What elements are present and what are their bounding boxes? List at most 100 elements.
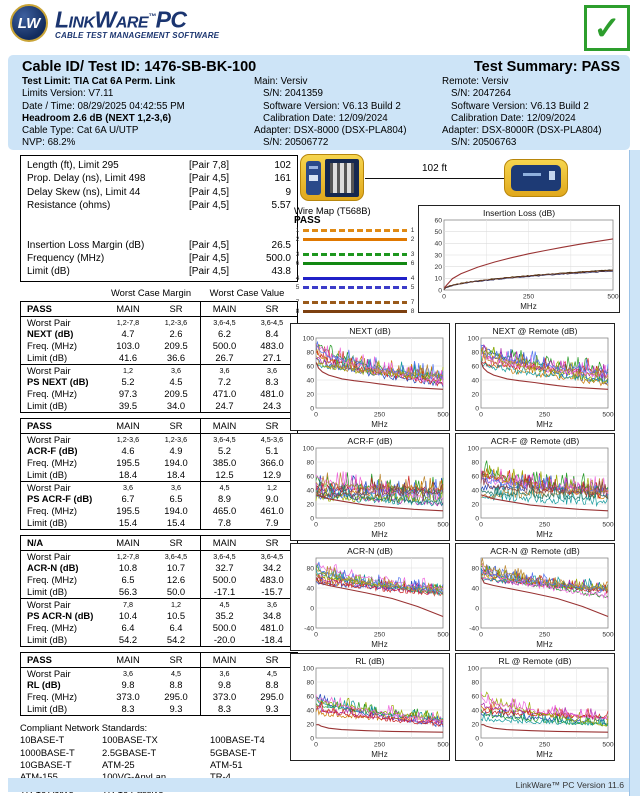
- device-keypad: [306, 161, 321, 195]
- svg-text:500: 500: [602, 632, 614, 639]
- cell-value: 39.5: [118, 400, 138, 412]
- svg-text:100: 100: [468, 335, 480, 342]
- column-header: MAIN: [200, 418, 248, 433]
- cell-value: 195.5: [116, 505, 140, 517]
- svg-text:250: 250: [539, 632, 551, 639]
- info-line: Cable Type: Cat 6A U/UTP: [22, 125, 139, 137]
- data-row: PS NEXT (dB) 5.2 4.5 7.2 8.3: [21, 375, 297, 388]
- pin-number: 6: [295, 260, 300, 267]
- svg-text:0: 0: [310, 515, 314, 522]
- pin-number: 4: [410, 275, 415, 282]
- svg-text:-40: -40: [304, 625, 314, 632]
- row-value: 9: [285, 186, 291, 198]
- cell-value: 24.3: [262, 400, 282, 412]
- cell-value: 500.0: [200, 339, 248, 352]
- cell-value: 6.5: [169, 493, 183, 505]
- remote-unit-info: Remote: Versiv S/N: 2047264 Software Versi…: [442, 76, 620, 150]
- svg-text:0: 0: [479, 742, 483, 749]
- svg-text:100: 100: [303, 445, 315, 452]
- svg-text:40: 40: [434, 241, 442, 248]
- standard-name: 100VG-AnyLan: [102, 771, 167, 783]
- pair-value: 3,6: [267, 599, 277, 609]
- row-label: Limit (dB): [27, 703, 68, 715]
- svg-text:ACR-N @ Remote (dB): ACR-N @ Remote (dB): [490, 546, 580, 556]
- footer-bar: LinkWare™ PC Version 11.6: [8, 778, 630, 792]
- row-label: ACR-F (dB): [27, 445, 78, 457]
- row-label: Limit (dB): [27, 634, 68, 646]
- pair-value: 1,2-3,6: [164, 434, 188, 444]
- acr-n-remote-chart: -40 0 40 80 0 250 500 MHz ACR-N @ Remote (dB): [455, 543, 615, 651]
- table-header-row: PASS MAIN SR MAIN SR: [21, 301, 297, 316]
- svg-text:-40: -40: [469, 625, 479, 632]
- main-tester-device: [300, 154, 364, 201]
- cell-value: 385.0: [200, 456, 248, 469]
- info-line: Test Limit: TIA Cat 6A Perm. Link: [22, 76, 176, 87]
- solid-wire-line: [303, 238, 407, 241]
- info-line: S/N: 2041359: [263, 88, 323, 100]
- data-row: PS ACR-N (dB) 10.4 10.5 35.2 34.8: [21, 609, 297, 622]
- standards-row: 10BASE-T 100BASE-TX 100BASE-T4: [20, 734, 298, 746]
- worst-pair-row: Worst Pair 1,2-7,8 1,2-3,6 3,6-4,5 3,6-4,5: [21, 315, 297, 328]
- svg-text:100: 100: [468, 665, 480, 672]
- length-row: Resistance (ohms) [Pair 4,5] 5.57: [27, 199, 291, 212]
- cell-value: 9.8: [121, 679, 135, 691]
- worst-pair-row: Worst Pair 1,2 3,6 3,6 3,6: [21, 363, 297, 376]
- pair-value: 1,2: [123, 365, 133, 375]
- cell-value: 481.0: [260, 388, 284, 400]
- svg-text:40: 40: [471, 585, 479, 592]
- info-line: Main: Versiv: [254, 76, 308, 87]
- svg-text:60: 60: [306, 363, 314, 370]
- cell-value: 10.4: [118, 610, 138, 622]
- cell-value: 4.5: [169, 376, 183, 388]
- rl-chart: 0 20 40 60 80 100 0 250 500 MHz RL (dB): [290, 653, 450, 761]
- svg-text:30: 30: [434, 252, 442, 259]
- cell-value: 4.6: [121, 445, 135, 457]
- spacer-row: [27, 213, 291, 239]
- info-line: Remote: Versiv: [442, 76, 509, 87]
- cell-value: 54.2: [118, 634, 138, 646]
- standard-name: 2.5GBASE-T: [102, 746, 157, 758]
- cell-value: 7.9: [265, 517, 279, 529]
- device-screen-content: [330, 163, 354, 193]
- cell-value: 366.0: [260, 457, 284, 469]
- svg-text:250: 250: [374, 412, 386, 419]
- data-row: NEXT (dB) 4.7 2.6 6.2 8.4: [21, 327, 297, 340]
- svg-text:0: 0: [479, 632, 483, 639]
- standard-name: 100BASE-TX: [102, 734, 158, 746]
- cable-link-line: 102 ft: [365, 163, 504, 179]
- row-label: ACR-N (dB): [27, 562, 79, 574]
- pair-value: 3,6-4,5: [200, 316, 248, 328]
- row-label: PS ACR-F (dB): [27, 493, 93, 505]
- standard-name: 1000BASE-T: [20, 746, 75, 758]
- test-summary-title: Test Summary: PASS: [473, 59, 620, 75]
- acr-f-remote-chart: 0 20 40 60 80 100 0 250 500 MHz ACR-F @ Remote (dB…: [455, 433, 615, 541]
- cell-value: 10.7: [166, 562, 186, 574]
- svg-text:0: 0: [479, 412, 483, 419]
- svg-text:0: 0: [475, 515, 479, 522]
- cell-value: 15.4: [118, 517, 138, 529]
- lw-logo-icon: LW: [10, 4, 48, 42]
- svg-text:20: 20: [471, 391, 479, 398]
- pair-value: 3,6-4,5: [164, 551, 188, 561]
- results-table: PASS MAIN SR MAIN SR Worst Pair 1,2-3,6 1,2-3,6…: [20, 417, 298, 530]
- svg-text:20: 20: [471, 721, 479, 728]
- cell-value: 34.0: [166, 400, 186, 412]
- test-limit-info: Test Limit: TIA Cat 6A Perm. Link Limits …: [22, 76, 254, 150]
- svg-text:0: 0: [442, 294, 446, 301]
- charts-grid: 0 20 40 60 80 100 0 250 500 MHz NEXT (dB) 0 20 40 60 80…: [290, 323, 622, 761]
- svg-text:50: 50: [434, 229, 442, 236]
- trademark-symbol: ™: [148, 12, 156, 22]
- svg-text:250: 250: [539, 412, 551, 419]
- remote-tester-device: [504, 159, 568, 197]
- svg-text:250: 250: [539, 742, 551, 749]
- solid-wire-line: [303, 262, 407, 265]
- standards-row: 10GBASE-T ATM-25 ATM-51: [20, 759, 298, 771]
- worst-pair-row: Worst Pair 1,2-3,6 1,2-3,6 3,6-4,5 4,5-3,6: [21, 432, 297, 445]
- next-chart-plot: 0 20 40 60 80 100 0 250 500 MHz NEXT (dB): [303, 326, 449, 429]
- next-remote-chart: 0 20 40 60 80 100 0 250 500 MHz NEXT @ Remote (dB): [455, 323, 615, 431]
- info-line: Calibration Date: 12/09/2024: [263, 112, 388, 124]
- data-row: Freq. (MHz) 373.0 295.0 373.0 295.0: [21, 690, 297, 703]
